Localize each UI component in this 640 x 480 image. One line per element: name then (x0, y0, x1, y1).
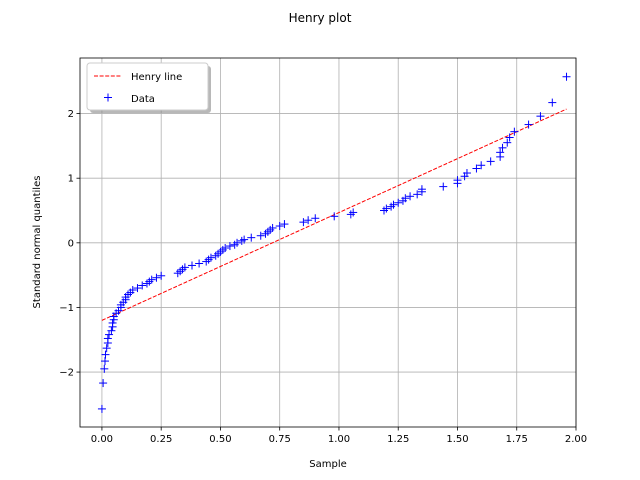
x-tick-label: 0.25 (150, 434, 172, 445)
data-point (548, 98, 557, 107)
y-tick-label: 2 (68, 109, 74, 120)
data-point (99, 379, 108, 388)
data-point (133, 284, 142, 293)
legend: Henry line Data (86, 62, 211, 113)
data-point (439, 182, 448, 191)
data-point (304, 216, 313, 225)
data-points-layer (97, 72, 571, 413)
chart-title: Henry plot (289, 11, 352, 25)
data-point (486, 157, 495, 166)
x-tick-label: 1.00 (328, 434, 350, 445)
data-point (510, 127, 519, 136)
data-point (406, 192, 415, 201)
data-point (247, 233, 256, 242)
data-point (108, 318, 117, 327)
x-axis-label: Sample (309, 459, 347, 470)
data-point (180, 263, 189, 272)
x-axis-ticks: 0.00 0.25 0.50 0.75 1.00 1.25 1.50 1.75 2.00 (91, 427, 587, 445)
x-tick-label: 0.50 (209, 434, 231, 445)
data-point (128, 285, 137, 294)
data-point (503, 138, 512, 147)
data-point (195, 259, 204, 268)
data-point (206, 253, 215, 262)
y-axis-label: Standard normal quantiles (32, 176, 43, 309)
legend-data-label: Data (131, 94, 155, 105)
x-tick-label: 1.25 (387, 434, 409, 445)
data-point (472, 164, 481, 173)
x-tick-label: 2.00 (565, 434, 587, 445)
data-point (382, 204, 391, 213)
x-tick-label: 1.75 (506, 434, 528, 445)
data-point (394, 198, 403, 207)
y-tick-label: −1 (59, 303, 74, 314)
data-point (225, 242, 234, 251)
data-point (417, 185, 426, 194)
data-point (330, 212, 339, 221)
data-point (462, 169, 471, 178)
data-point (97, 404, 106, 413)
data-point (240, 235, 249, 244)
data-point (477, 161, 486, 170)
legend-box (86, 62, 209, 111)
data-point (299, 218, 308, 227)
legend-henry-line-label: Henry line (131, 72, 182, 83)
x-tick-label: 0.75 (269, 434, 291, 445)
data-point (562, 72, 571, 81)
data-point (103, 334, 112, 343)
y-tick-label: 1 (68, 174, 74, 185)
data-point (401, 194, 410, 203)
data-point (496, 148, 505, 157)
data-point (413, 190, 422, 199)
data-point (147, 275, 156, 284)
data-point (349, 208, 358, 217)
x-tick-label: 0.00 (91, 434, 113, 445)
data-point (101, 350, 110, 359)
legend-data-marker (104, 93, 112, 102)
y-tick-label: 0 (68, 238, 74, 249)
data-point (498, 143, 507, 152)
data-point (221, 243, 230, 252)
data-point (505, 133, 514, 142)
data-point (256, 231, 265, 240)
data-point (100, 364, 109, 373)
data-point (102, 344, 111, 353)
data-point (268, 223, 277, 232)
data-point (524, 120, 533, 129)
y-axis-ticks: −2 −1 0 1 2 (59, 109, 80, 379)
data-point (453, 176, 462, 185)
data-point (233, 238, 242, 247)
data-point (389, 200, 398, 209)
data-point (311, 214, 320, 223)
data-point (188, 261, 196, 270)
y-tick-label: −2 (59, 368, 74, 379)
data-point (275, 222, 284, 231)
data-point (536, 112, 545, 121)
x-tick-label: 1.50 (446, 434, 468, 445)
data-point (107, 326, 116, 335)
data-point (280, 220, 289, 229)
data-point (138, 281, 147, 290)
data-point (152, 273, 161, 282)
data-point (157, 271, 166, 280)
